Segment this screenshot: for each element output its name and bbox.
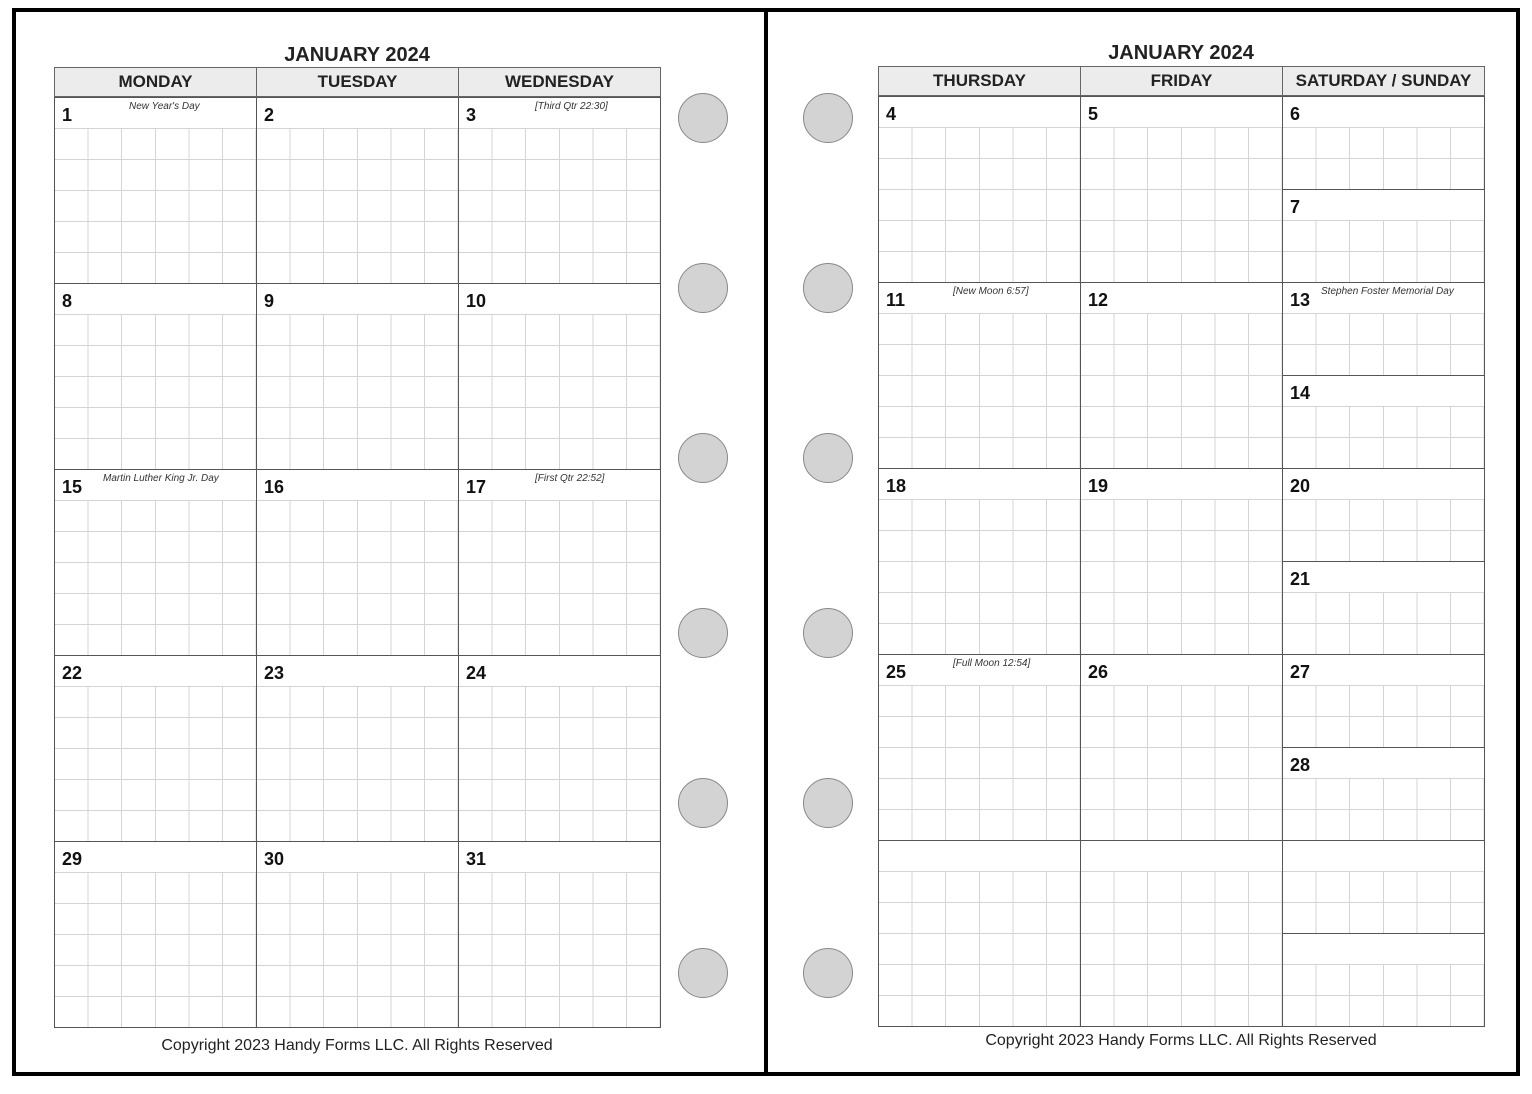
- day-note: New Year's Day: [129, 101, 200, 112]
- day-cell: 5: [1080, 96, 1283, 283]
- punch-hole: [803, 948, 853, 998]
- punch-hole: [678, 433, 728, 483]
- day-cell: 23: [256, 655, 459, 842]
- day-cell: 7: [1282, 189, 1485, 283]
- day-number: 17: [466, 477, 487, 497]
- day-number: 24: [466, 663, 487, 683]
- day-number: 30: [264, 849, 285, 869]
- day-cell: 14: [1282, 375, 1485, 469]
- day-number: 18: [886, 476, 907, 496]
- day-header: FRIDAY: [1080, 66, 1283, 96]
- day-note: [New Moon 6:57]: [953, 286, 1029, 297]
- day-number: 21: [1290, 569, 1311, 589]
- day-note: Stephen Foster Memorial Day: [1321, 286, 1454, 297]
- day-number: 28: [1290, 755, 1311, 775]
- day-note: [Full Moon 12:54]: [953, 658, 1031, 669]
- day-number: 1: [62, 105, 73, 125]
- punch-hole: [678, 93, 728, 143]
- day-cell: 3 [Third Qtr 22:30]: [458, 97, 661, 284]
- day-number: 25: [886, 662, 907, 682]
- left-page: JANUARY 2024 Copyright 2023 Handy Forms …: [12, 8, 768, 1076]
- punch-hole: [803, 93, 853, 143]
- day-cell: [1282, 933, 1485, 1027]
- day-cell: 27: [1282, 654, 1485, 748]
- day-cell: 10: [458, 283, 661, 470]
- punch-hole: [803, 263, 853, 313]
- day-number: 22: [62, 663, 83, 683]
- day-header: WEDNESDAY: [458, 67, 661, 97]
- page-title: JANUARY 2024: [1108, 42, 1254, 64]
- day-cell: 13 Stephen Foster Memorial Day: [1282, 282, 1485, 376]
- copyright: Copyright 2023 Handy Forms LLC. All Righ…: [161, 1037, 553, 1054]
- day-number: 15: [62, 477, 83, 497]
- day-number: 3: [466, 105, 477, 125]
- day-number: 11: [886, 290, 906, 310]
- day-cell: 31: [458, 841, 661, 1028]
- day-number: 19: [1088, 476, 1109, 496]
- punch-hole: [803, 778, 853, 828]
- day-number: 8: [62, 291, 73, 311]
- day-cell: 24: [458, 655, 661, 842]
- day-number: 12: [1088, 290, 1109, 310]
- day-cell: 16: [256, 469, 459, 656]
- day-number: 4: [886, 104, 897, 124]
- day-cell: 22: [54, 655, 257, 842]
- day-number: 29: [62, 849, 83, 869]
- day-note: [First Qtr 22:52]: [535, 473, 605, 484]
- day-header: TUESDAY: [256, 67, 459, 97]
- day-number: 26: [1088, 662, 1109, 682]
- day-cell: 29: [54, 841, 257, 1028]
- punch-hole: [678, 608, 728, 658]
- right-page: JANUARY 2024 Copyright 2023 Handy Forms …: [764, 8, 1520, 1076]
- day-cell: 11 [New Moon 6:57]: [878, 282, 1081, 469]
- day-number: 6: [1290, 104, 1301, 124]
- punch-hole: [803, 433, 853, 483]
- day-header: MONDAY: [54, 67, 257, 97]
- day-cell: 1 New Year's Day: [54, 97, 257, 284]
- day-cell: 12: [1080, 282, 1283, 469]
- day-number: 20: [1290, 476, 1311, 496]
- day-cell: [1282, 840, 1485, 934]
- day-cell: 9: [256, 283, 459, 470]
- day-header: THURSDAY: [878, 66, 1081, 96]
- day-number: 23: [264, 663, 285, 683]
- day-cell: 4: [878, 96, 1081, 283]
- day-number: 5: [1088, 104, 1099, 124]
- punch-hole: [678, 263, 728, 313]
- day-cell: 19: [1080, 468, 1283, 655]
- day-cell: [878, 840, 1081, 1027]
- day-note: [Third Qtr 22:30]: [535, 101, 608, 112]
- day-cell: 28: [1282, 747, 1485, 841]
- day-cell: 2: [256, 97, 459, 284]
- day-cell: 6: [1282, 96, 1485, 190]
- day-number: 2: [264, 105, 275, 125]
- day-cell: 26: [1080, 654, 1283, 841]
- day-cell: 30: [256, 841, 459, 1028]
- punch-hole: [678, 778, 728, 828]
- day-number: 10: [466, 291, 487, 311]
- day-cell: 8: [54, 283, 257, 470]
- day-header: SATURDAY / SUNDAY: [1282, 66, 1485, 96]
- copyright: Copyright 2023 Handy Forms LLC. All Righ…: [985, 1032, 1377, 1049]
- day-number: 16: [264, 477, 285, 497]
- day-cell: [1080, 840, 1283, 1027]
- day-number: 9: [264, 291, 275, 311]
- day-cell: 25 [Full Moon 12:54]: [878, 654, 1081, 841]
- day-cell: 15 Martin Luther King Jr. Day: [54, 469, 257, 656]
- day-cell: 18: [878, 468, 1081, 655]
- day-cell: 20: [1282, 468, 1485, 562]
- day-cell: 17 [First Qtr 22:52]: [458, 469, 661, 656]
- punch-hole: [678, 948, 728, 998]
- day-number: 27: [1290, 662, 1311, 682]
- day-cell: 21: [1282, 561, 1485, 655]
- day-number: 13: [1290, 290, 1311, 310]
- day-note: Martin Luther King Jr. Day: [103, 473, 219, 484]
- day-number: 14: [1290, 383, 1311, 403]
- page-title: JANUARY 2024: [284, 44, 430, 66]
- day-number: 31: [466, 849, 487, 869]
- punch-hole: [803, 608, 853, 658]
- day-number: 7: [1290, 197, 1301, 217]
